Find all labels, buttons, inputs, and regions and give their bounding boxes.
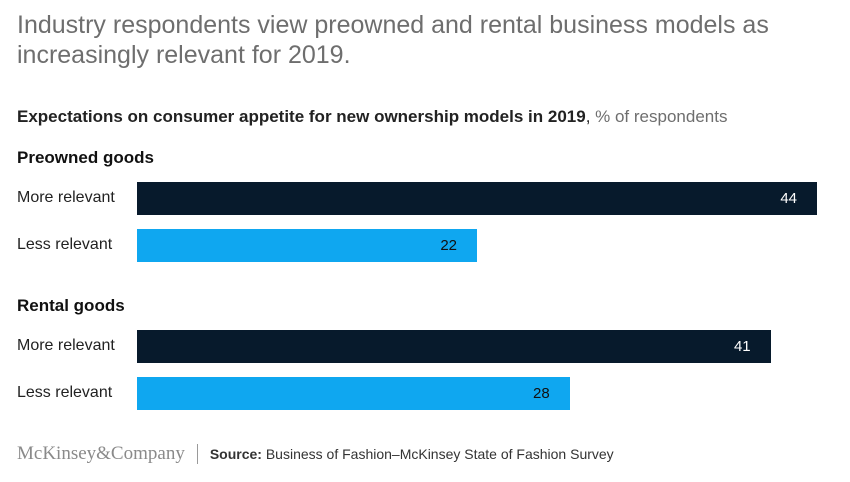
- subtitle-unit: % of respondents: [595, 107, 728, 126]
- bar-value-label: 41: [733, 338, 751, 355]
- bar-category-label: More relevant: [17, 337, 115, 354]
- bar-value-label: 22: [440, 237, 457, 254]
- bar-value-label: 44: [780, 190, 797, 207]
- bar-value-label: 28: [533, 385, 550, 402]
- source-text: Business of Fashion–McKinsey State of Fa…: [261, 446, 614, 462]
- source-note: Source: Business of Fashion–McKinsey Sta…: [210, 446, 614, 462]
- bar: 41: [137, 330, 771, 363]
- group-title: Rental goods: [17, 296, 125, 315]
- bar-category-label: More relevant: [17, 189, 115, 206]
- mckinsey-logo: McKinsey&Company: [17, 443, 185, 464]
- bar: 22: [137, 229, 477, 262]
- group-title: Preowned goods: [17, 148, 154, 167]
- bar-category-label: Less relevant: [17, 236, 113, 253]
- bar-category-label: Less relevant: [17, 384, 113, 401]
- chart-headline: Industry respondents view preowned and r…: [17, 11, 769, 69]
- bar: 44: [137, 182, 817, 215]
- chart-subtitle: Expectations on consumer appetite for ne…: [17, 107, 727, 127]
- footer: McKinsey&Company Source: Business of Fas…: [17, 443, 614, 465]
- bar: 28: [137, 377, 570, 410]
- footer-divider: [196, 444, 198, 464]
- subtitle-main: Expectations on consumer appetite for ne…: [17, 107, 586, 126]
- source-label: Source:: [209, 446, 262, 462]
- subtitle-separator: ,: [585, 107, 596, 126]
